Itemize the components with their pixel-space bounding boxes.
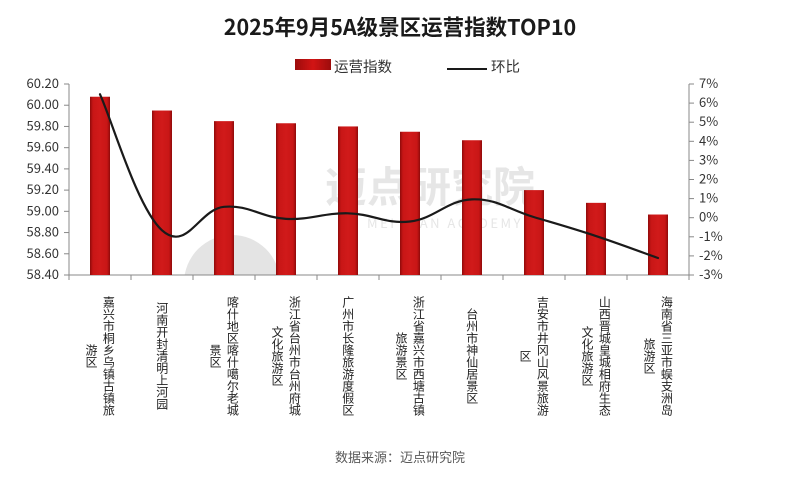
- svg-text:2%: 2%: [699, 169, 718, 188]
- svg-text:1%: 1%: [699, 188, 718, 207]
- svg-text:0%: 0%: [699, 207, 718, 226]
- svg-text:59.80: 59.80: [27, 115, 59, 134]
- svg-text:59.20: 59.20: [27, 179, 59, 198]
- svg-text:58.80: 58.80: [27, 222, 59, 241]
- svg-text:7%: 7%: [699, 73, 718, 92]
- svg-text:59.00: 59.00: [27, 200, 59, 219]
- svg-text:59.60: 59.60: [27, 137, 59, 156]
- svg-text:60.20: 60.20: [27, 73, 59, 92]
- svg-text:MEI DIAN ACADEMY: MEI DIAN ACADEMY: [367, 213, 523, 232]
- svg-text:59.40: 59.40: [27, 158, 59, 177]
- svg-text:3%: 3%: [699, 149, 718, 168]
- svg-text:58.60: 58.60: [27, 243, 59, 262]
- svg-text:-2%: -2%: [699, 245, 723, 264]
- svg-text:4%: 4%: [699, 130, 718, 149]
- svg-text:6%: 6%: [699, 92, 718, 111]
- svg-text:5%: 5%: [699, 111, 718, 130]
- svg-text:60.00: 60.00: [27, 94, 59, 113]
- svg-text:-1%: -1%: [699, 226, 723, 245]
